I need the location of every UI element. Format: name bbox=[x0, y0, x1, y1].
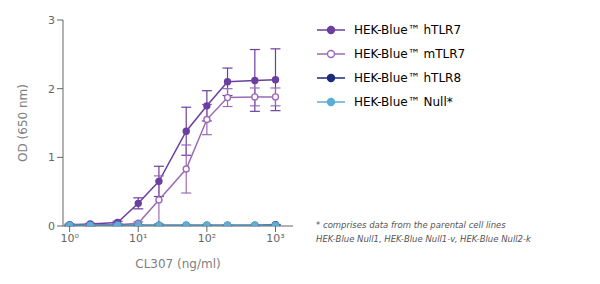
svg-text:1: 1 bbox=[48, 151, 55, 164]
html-text:* comprises data from the pare: * comprises data from the parental cell … bbox=[316, 220, 506, 230]
svg-text:CL307 (ng/ml): CL307 (ng/ml) bbox=[135, 257, 220, 271]
svg-text:2: 2 bbox=[48, 83, 55, 96]
html-text:HEK-Blue Null1, HEK-Blue Null1: HEK-Blue Null1, HEK-Blue Null1-v, HEK-Bl… bbox=[316, 234, 531, 244]
svg-text:OD (650 nm): OD (650 nm) bbox=[16, 84, 30, 162]
svg-text:3: 3 bbox=[48, 14, 55, 27]
svg-text:10⁰: 10⁰ bbox=[60, 232, 79, 245]
html-text:HEK-Blue™ hTLR7: HEK-Blue™ hTLR7 bbox=[354, 23, 462, 37]
svg-text:0: 0 bbox=[48, 220, 55, 233]
svg-text:10²: 10² bbox=[198, 232, 216, 245]
svg-text:10¹: 10¹ bbox=[129, 232, 147, 245]
html-text:HEK-Blue™ Null*: HEK-Blue™ Null* bbox=[354, 95, 453, 109]
html-text:HEK-Blue™ hTLR8: HEK-Blue™ hTLR8 bbox=[354, 71, 462, 85]
svg-text:10³: 10³ bbox=[266, 232, 284, 245]
html-text:HEK-Blue™ mTLR7: HEK-Blue™ mTLR7 bbox=[354, 47, 466, 61]
